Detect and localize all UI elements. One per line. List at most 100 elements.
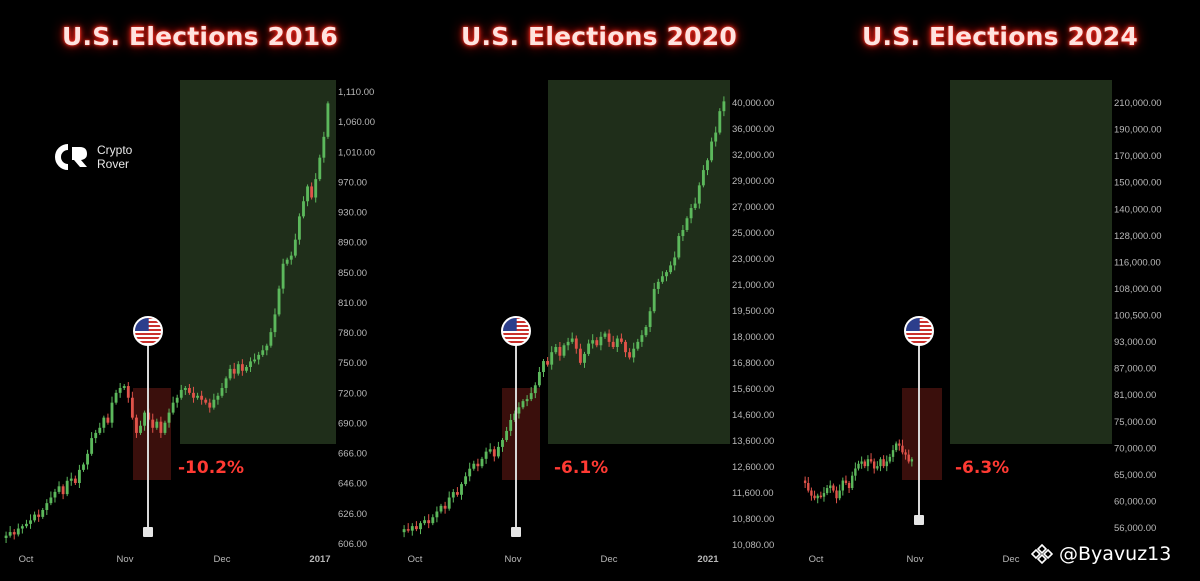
chart-panel-2020: U.S. Elections 2020 40,000.00 36,000.00 32…: [398, 0, 800, 581]
y-tick-label: 690.00: [338, 418, 367, 429]
candle-body: [615, 338, 619, 347]
y-tick-label: 13,600.00: [732, 436, 774, 447]
x-tick-label: Nov: [505, 554, 522, 565]
y-tick-label: 170,000.00: [1114, 151, 1162, 162]
candle-body: [533, 385, 537, 394]
election-marker-handle: [914, 515, 924, 525]
author-watermark: @Byavuz13: [1031, 543, 1171, 565]
candle-body: [488, 449, 492, 452]
candle-body: [624, 341, 627, 353]
flag-stripe-white: [134, 339, 162, 341]
candle-body: [16, 528, 20, 535]
candle-body: [183, 387, 187, 390]
y-tick-label: 81,000.00: [1114, 390, 1156, 401]
y-tick-label: 210,000.00: [1114, 98, 1162, 109]
y-tick-label: 750.00: [338, 358, 367, 369]
candle-body: [285, 259, 289, 264]
y-tick-label: 646.00: [338, 479, 367, 490]
candle-body: [689, 208, 693, 219]
candle-body: [844, 480, 848, 484]
y-tick-label: 890.00: [338, 238, 367, 249]
us-flag-icon: [501, 316, 531, 346]
candle-body: [310, 186, 314, 198]
candle-body: [318, 157, 322, 180]
candle-body: [619, 338, 623, 342]
candle-body: [135, 417, 138, 433]
chart-title: U.S. Elections 2020: [461, 22, 737, 51]
flag-stripe-white: [905, 339, 933, 341]
candle-body: [273, 314, 277, 333]
watermark-handle: @Byavuz13: [1059, 543, 1172, 565]
candle-body: [236, 364, 240, 374]
candle-body: [583, 353, 586, 363]
y-tick-label: 12,600.00: [732, 462, 774, 473]
candle-body: [90, 438, 94, 454]
candle-body: [648, 311, 652, 327]
candle-body: [126, 386, 130, 398]
candle-body: [660, 276, 664, 282]
candle-body: [496, 446, 500, 457]
candle-body: [810, 490, 813, 496]
candle-body: [669, 265, 673, 273]
candle-body: [693, 203, 697, 209]
candle-body: [257, 354, 261, 360]
flag-stripe-white: [134, 331, 162, 333]
candle-body: [673, 257, 677, 266]
candle-body: [49, 497, 53, 504]
candle-body: [224, 378, 228, 388]
flag-stripe-red: [134, 341, 162, 344]
candle-body: [439, 505, 443, 512]
y-tick-label: 1,010.00: [338, 147, 375, 158]
y-tick-label: 36,000.00: [732, 124, 774, 135]
flag-stripe-white: [502, 331, 530, 333]
candle-body: [825, 488, 829, 494]
candle-body: [25, 523, 28, 527]
candle-body: [220, 387, 224, 396]
candle-body: [847, 483, 851, 489]
us-flag-icon: [133, 316, 163, 346]
candle-body: [261, 350, 265, 355]
candle-body: [37, 514, 41, 517]
candle-body: [20, 526, 24, 529]
candle-body: [45, 503, 49, 510]
candle-body: [517, 407, 521, 414]
candle-body: [710, 141, 714, 161]
y-tick-label: 27,000.00: [732, 202, 774, 213]
candle-body: [513, 413, 517, 420]
x-tick-label: Nov: [117, 554, 134, 565]
candle-body: [851, 475, 854, 489]
flag-stripe-white: [502, 335, 530, 337]
chart-2024-svg: 210,000.00 190,000.00 170,000.00 150,000.00…: [803, 80, 1162, 565]
y-tick-label: 40,000.00: [732, 98, 774, 109]
candle-body: [249, 361, 252, 368]
candle-body: [611, 341, 615, 347]
candle-body: [406, 529, 410, 531]
candle-body: [718, 111, 722, 133]
y-tick-label: 606.00: [338, 539, 367, 550]
candle-body: [595, 340, 599, 346]
candle-body: [505, 430, 509, 440]
candle-body: [665, 272, 668, 277]
candle-body: [114, 392, 118, 403]
x-tick-label: 2021: [697, 554, 719, 565]
candle-body: [29, 520, 32, 524]
y-tick-label: 15,600.00: [732, 384, 774, 395]
candle-body: [829, 485, 832, 489]
candle-body: [196, 395, 199, 398]
candle-body: [521, 401, 525, 408]
candle-body: [326, 103, 330, 137]
post-election-green-zone: [950, 80, 1112, 444]
election-drawdown-red-zone: [502, 388, 540, 480]
candle-body: [807, 483, 810, 491]
y-tick-label: 140,000.00: [1114, 204, 1162, 215]
y-tick-label: 116,000.00: [1114, 257, 1161, 268]
chart-2020-svg: 40,000.00 36,000.00 32,000.00 29,000.00 27,0…: [402, 80, 774, 565]
candle-body: [644, 326, 648, 336]
candle-body: [204, 399, 208, 403]
y-tick-label: 29,000.00: [732, 176, 774, 187]
candle-body: [12, 532, 16, 535]
candle-body: [130, 397, 134, 418]
candle-body: [143, 412, 147, 426]
y-tick-label: 930.00: [338, 208, 367, 219]
candle-body: [277, 288, 281, 315]
